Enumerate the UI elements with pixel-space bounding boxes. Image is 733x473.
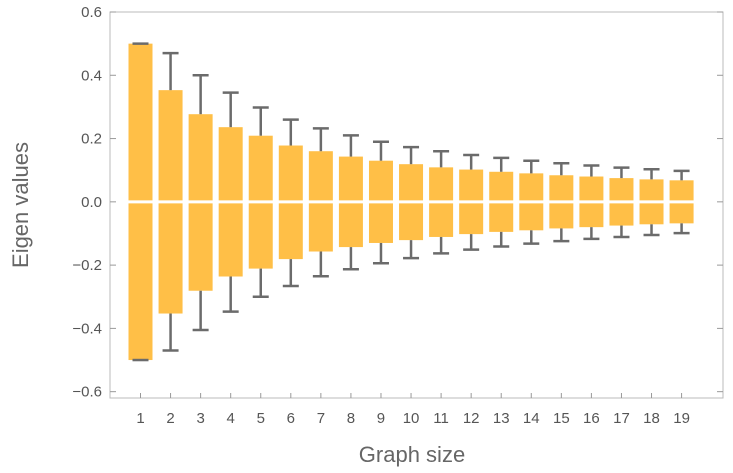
x-tick-label: 1 <box>136 410 144 427</box>
x-tick-label: 3 <box>196 410 204 427</box>
y-tick-label: 0.0 <box>81 194 102 211</box>
x-tick-label: 14 <box>523 410 540 427</box>
x-tick-label: 7 <box>317 410 325 427</box>
error-bars-group <box>132 42 690 362</box>
x-tick-label: 19 <box>673 410 690 427</box>
x-tick-label: 6 <box>287 410 295 427</box>
y-tick-label: −0.2 <box>72 257 102 274</box>
x-tick-label: 11 <box>433 410 449 427</box>
x-axis: 1 2 3 4 5 6 7 8 9 10 11 12 13 14 15 16 17 18 19 <box>136 393 690 427</box>
y-tick-label: −0.4 <box>72 320 102 337</box>
x-tick-label: 4 <box>227 410 235 427</box>
x-tick-label: 15 <box>553 410 570 427</box>
x-tick-label: 18 <box>643 410 660 427</box>
y-tick-label: −0.6 <box>72 384 102 401</box>
x-tick-label: 13 <box>493 410 510 427</box>
x-tick-label: 16 <box>583 410 600 427</box>
y-tick-label: 0.6 <box>81 4 102 21</box>
x-tick-label: 12 <box>463 410 480 427</box>
y-axis-title: Eigen values <box>8 142 33 268</box>
x-tick-label: 10 <box>403 410 420 427</box>
x-tick-label: 2 <box>166 410 174 427</box>
x-axis-title: Graph size <box>359 442 465 467</box>
y-tick-label: 0.4 <box>81 67 102 84</box>
plot-frame <box>109 11 724 399</box>
y-tick-label: 0.2 <box>81 131 102 148</box>
y-axis: 0.6 0.4 0.2 0.0 −0.2 −0.4 −0.6 <box>72 4 723 401</box>
x-tick-label: 8 <box>347 410 355 427</box>
x-tick-label: 5 <box>257 410 265 427</box>
x-tick-label: 17 <box>613 410 630 427</box>
x-tick-label: 9 <box>377 410 385 427</box>
